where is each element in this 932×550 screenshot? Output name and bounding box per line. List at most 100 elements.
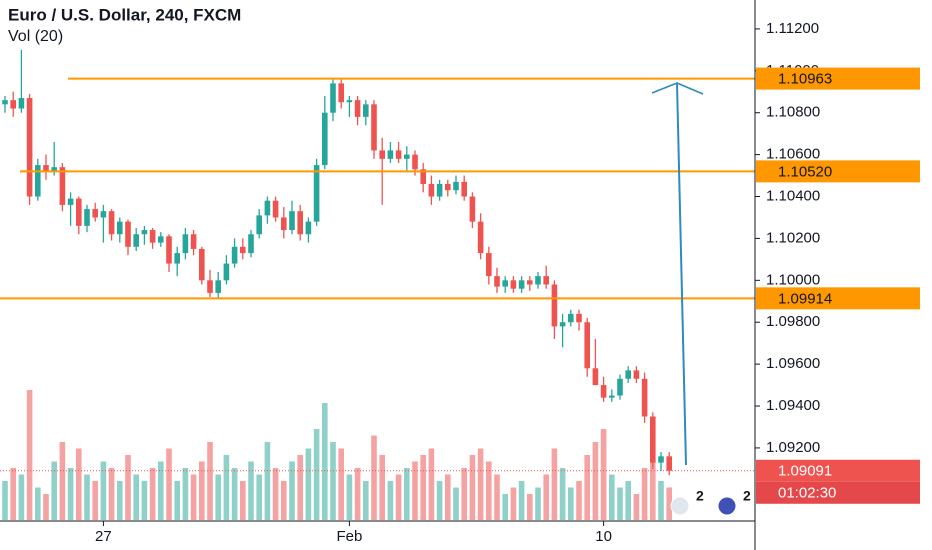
y-tick-label: 1.11200 [766, 20, 819, 37]
volume-bar [461, 468, 467, 520]
volume-bar [617, 487, 623, 520]
y-tick-label: 1.10200 [766, 229, 820, 246]
volume-label: Vol (20) [8, 28, 63, 45]
volume-bar [264, 442, 271, 520]
volume-bar [568, 487, 574, 520]
volume-bar [650, 461, 656, 520]
volume-bar [510, 487, 517, 520]
candle-body [486, 253, 492, 277]
volume-bar [297, 455, 303, 520]
candle-body [231, 246, 238, 264]
volume-bar [338, 448, 344, 520]
arrow-shaft [676, 82, 687, 466]
candle-body [559, 322, 566, 327]
volume-bar [84, 474, 90, 520]
y-tick-label: 1.10600 [766, 146, 820, 163]
level-label: 1.09914 [778, 290, 832, 307]
candle-body [428, 183, 435, 197]
candle-body [92, 209, 98, 218]
y-tick-label: 1.10000 [766, 271, 820, 288]
volume-pane [2, 390, 672, 520]
volume-bar [141, 481, 148, 520]
volume-bar [26, 390, 33, 520]
volume-bar [395, 474, 402, 520]
volume-bar [223, 455, 230, 520]
candle-body [469, 196, 476, 222]
volume-bar [527, 494, 533, 520]
level-label: 1.10520 [778, 163, 832, 180]
candle-body [297, 211, 303, 235]
candle-body [166, 236, 172, 264]
volume-bar [477, 448, 484, 520]
event-count: 2 [696, 488, 704, 504]
y-tick-label: 1.09600 [766, 355, 820, 372]
candle-body [215, 280, 221, 293]
candle-body [141, 230, 148, 235]
volume-bar [51, 461, 57, 520]
candle-body [240, 246, 246, 254]
volume-bar [2, 481, 8, 520]
candle-body [313, 165, 320, 222]
candle-body [436, 183, 443, 197]
candle-body [371, 104, 377, 151]
volume-bar [174, 481, 180, 520]
candle-body [289, 211, 295, 231]
volume-bar [354, 468, 361, 520]
candle-body [535, 276, 541, 285]
volume-bar [543, 474, 549, 520]
candle-body [51, 167, 57, 172]
candles [2, 49, 672, 476]
candle-body [543, 276, 549, 285]
volume-bar [330, 442, 336, 520]
volume-bar [625, 481, 631, 520]
volume-bar [207, 442, 213, 520]
volume-bar [404, 468, 410, 520]
volume-bar [428, 448, 435, 520]
candle-body [26, 98, 33, 197]
candle-body [76, 198, 82, 226]
volume-bar [289, 461, 295, 520]
candle-body [272, 200, 279, 218]
volume-bar [67, 468, 74, 520]
volume-bar [641, 468, 648, 520]
candle-body [404, 154, 410, 159]
candle-body [445, 183, 451, 191]
volume-bar [313, 429, 320, 520]
volume-bar [166, 448, 172, 520]
candle-body [117, 221, 123, 235]
candle-body [2, 100, 8, 105]
candle-body [412, 154, 418, 170]
candle-body [387, 150, 394, 159]
volume-bar [559, 468, 566, 520]
volume-bar [609, 474, 615, 520]
candle-body [346, 100, 353, 103]
countdown-box [756, 481, 920, 504]
projection-arrow [651, 82, 704, 466]
volume-bar [18, 474, 25, 520]
y-tick-label: 1.10400 [766, 187, 820, 204]
volume-bar [281, 481, 287, 520]
candle-body [650, 416, 656, 463]
volume-bar [76, 448, 82, 520]
candle-body [576, 313, 582, 323]
level-label-box [756, 287, 920, 310]
volume-bar [133, 474, 139, 520]
y-tick-label: 1.10800 [766, 104, 820, 121]
candle-body [494, 276, 500, 287]
volume-bar [494, 474, 500, 520]
volume-bar [256, 474, 262, 520]
candle-body [10, 100, 16, 109]
y-tick-label: 1.09400 [766, 397, 820, 414]
candle-body [59, 167, 66, 205]
volume-bar [240, 481, 246, 520]
overlay [0, 77, 755, 472]
volume-bar [658, 481, 664, 520]
candle-body [592, 368, 599, 386]
level-label-box [756, 67, 920, 90]
volume-bar [59, 442, 66, 520]
volume-bar [412, 461, 418, 520]
candle-body [453, 181, 459, 191]
candle-body [322, 112, 328, 166]
candle-body [551, 284, 558, 327]
